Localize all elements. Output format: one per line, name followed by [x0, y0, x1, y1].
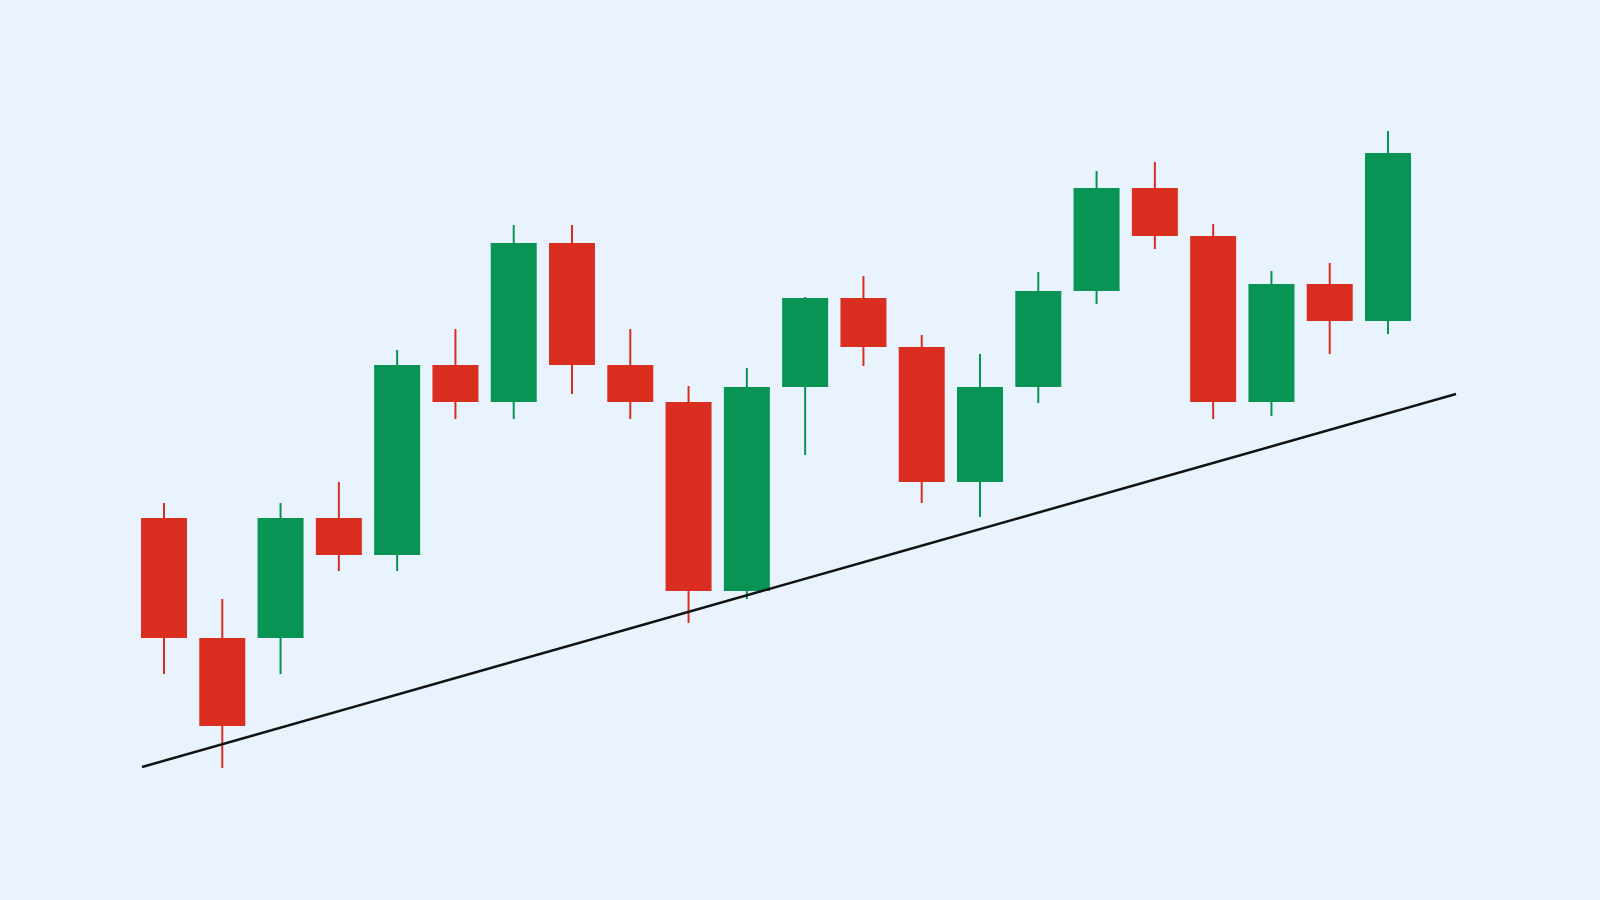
candle-body-21-bearish: [1306, 284, 1353, 321]
candle-body-4-bearish: [315, 518, 362, 555]
candle-body-5-bullish: [374, 365, 421, 555]
candle-body-20-bullish: [1248, 284, 1295, 402]
candle-body-2-bearish: [199, 638, 246, 726]
candle-body-14-bearish: [898, 347, 945, 482]
candle-body-22-bullish: [1365, 153, 1411, 321]
candle-body-11-bullish: [723, 387, 770, 591]
trendline: [141, 392, 1457, 769]
candle-body-12-bullish: [782, 298, 829, 387]
candle-body-15-bullish: [957, 387, 1003, 482]
candle-body-7-bullish: [490, 243, 537, 402]
candle-body-13-bearish: [840, 298, 887, 347]
candle-body-10-bearish: [665, 402, 712, 591]
candle-body-19-bearish: [1190, 236, 1237, 402]
candle-body-18-bearish: [1131, 188, 1178, 236]
candle-body-6-bearish: [432, 365, 479, 402]
candle-body-1-bearish: [141, 518, 187, 638]
candle-body-16-bullish: [1015, 291, 1062, 387]
candle-body-17-bullish: [1073, 188, 1120, 291]
candle-body-8-bearish: [549, 243, 595, 365]
candle-body-3-bullish: [257, 518, 304, 638]
candle-body-9-bearish: [607, 365, 654, 402]
